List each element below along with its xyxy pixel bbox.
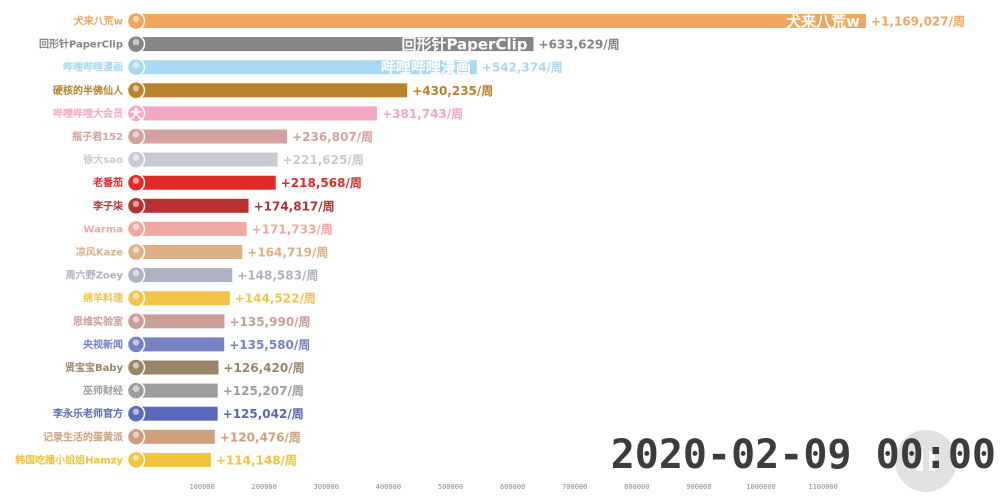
value-label: +114,148/周 (216, 453, 297, 467)
value-label: +164,719/周 (247, 246, 328, 260)
x-tick-label: 300000 (314, 483, 339, 491)
value-label: +236,807/周 (292, 130, 373, 144)
play-pause-icon[interactable] (895, 430, 957, 492)
avatar-face-icon (132, 454, 140, 462)
category-label: 瓶子君152 (72, 130, 123, 143)
avatar-face-icon (132, 316, 140, 323)
value-label: +174,817/周 (254, 199, 335, 213)
category-label: 徐大sao (82, 153, 123, 166)
value-label: +1,169,027/周 (871, 15, 965, 29)
avatar-face-icon (132, 61, 140, 69)
category-label: 犬来八荒w (74, 15, 123, 28)
value-label: +542,374/周 (482, 61, 563, 75)
avatar-face-icon (132, 362, 140, 369)
bar (140, 83, 408, 98)
bar (140, 221, 247, 236)
avatar-face-icon (132, 154, 140, 161)
avatar-mark: 大 (130, 106, 142, 121)
x-tick-label: 500000 (438, 483, 463, 491)
category-label: 李子柒 (92, 199, 124, 212)
bar (140, 429, 215, 444)
value-label: +221,625/周 (283, 153, 364, 167)
x-tick-label: 200000 (252, 483, 277, 491)
category-label: 哔哩哔哩漫画 (63, 61, 123, 74)
avatar-face-icon (132, 223, 140, 231)
value-label: +144,522/周 (235, 292, 316, 306)
bar (140, 452, 211, 467)
avatar-face-icon (132, 85, 140, 92)
bar (140, 129, 288, 144)
category-label: 绵羊料理 (83, 292, 123, 305)
bar (140, 383, 218, 398)
bar (140, 106, 378, 121)
avatar-face-icon (132, 408, 140, 415)
avatar-face-icon (132, 431, 140, 438)
category-label: 老番茄 (92, 176, 123, 189)
x-tick-label: 400000 (376, 483, 401, 491)
value-label: +126,420/周 (224, 361, 305, 375)
avatar-face-icon (132, 339, 140, 346)
value-label: +125,042/周 (223, 407, 304, 421)
x-tick-label: 900000 (686, 483, 711, 491)
bar (140, 360, 219, 375)
avatar-face-icon (132, 293, 140, 300)
bar (140, 406, 218, 421)
x-tick-label: 1000000 (746, 483, 776, 491)
bar (140, 175, 276, 190)
bar (140, 152, 278, 167)
category-label: 回形针PaperClip (39, 38, 123, 51)
avatar-face-icon (132, 38, 140, 46)
value-label: +125,207/周 (223, 384, 304, 398)
value-label: +430,235/周 (412, 84, 493, 98)
bar (140, 37, 534, 52)
bar-inner-label: 哔哩哔哩漫画 (381, 59, 471, 77)
value-label: +135,990/周 (229, 315, 310, 329)
avatar-face-icon (132, 15, 140, 23)
x-tick-label: 100000 (189, 483, 214, 491)
value-label: +633,629/周 (539, 38, 620, 52)
date-timestamp: 2020-02-09 00:00 (610, 432, 996, 478)
category-label: 周六野Zoey (66, 269, 124, 282)
value-label: +148,583/周 (237, 269, 318, 283)
value-label: +381,743/周 (382, 107, 463, 121)
category-label: 李永乐老师官方 (52, 407, 123, 420)
avatar-face-icon (132, 200, 140, 207)
avatar-face-icon (132, 131, 140, 138)
bar (140, 14, 866, 28)
avatar-face-icon (132, 177, 140, 184)
avatar-face-icon (132, 246, 140, 254)
avatar-face-icon (132, 108, 140, 115)
category-label: 韩国吃播小姐姐Hamzy (15, 453, 123, 466)
bar (140, 314, 225, 329)
bar (140, 268, 233, 283)
category-label: 央视新闻 (83, 338, 123, 351)
bar (140, 60, 477, 75)
bar (140, 245, 243, 259)
category-label: 贤宝宝Baby (65, 361, 124, 374)
value-label: +171,733/周 (252, 222, 333, 236)
category-label: 巫师财经 (83, 384, 123, 397)
category-label: 硬核的半佛仙人 (53, 84, 124, 97)
value-label: +120,476/周 (220, 430, 301, 444)
bar-inner-label: 回形针PaperClip (401, 36, 527, 54)
value-label: +218,568/周 (281, 176, 362, 190)
value-label: +135,580/周 (229, 338, 310, 352)
x-tick-label: 1100000 (808, 483, 838, 491)
x-tick-label: 600000 (500, 483, 525, 491)
category-label: 哔哩哔哩大会员 (53, 107, 123, 120)
bar (140, 337, 225, 352)
bar (140, 291, 230, 306)
category-label: 思维实验室 (73, 315, 123, 328)
x-tick-label: 700000 (562, 483, 587, 491)
avatar-face-icon (132, 269, 140, 277)
category-label: Warma (83, 224, 123, 235)
x-tick-label: 800000 (624, 483, 649, 491)
category-label: 记录生活的蛋黄派 (43, 430, 124, 443)
category-label: 凉风Kaze (76, 246, 123, 259)
avatar-face-icon (132, 385, 140, 392)
bar-inner-label: 犬来八荒w (786, 13, 860, 31)
bar (140, 198, 249, 213)
